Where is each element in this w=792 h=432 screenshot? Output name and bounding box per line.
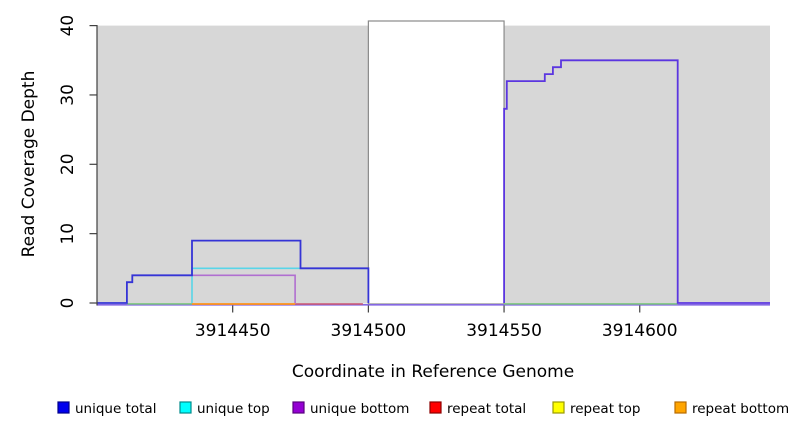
y-tick-label: 30	[58, 84, 78, 106]
legend-label: repeat bottom	[692, 401, 789, 417]
series-lines	[97, 59, 770, 306]
legend-swatch-unique-top	[179, 401, 192, 414]
y-ticks: 0 10 20 30 40	[58, 15, 97, 309]
legend: unique total unique top unique bottom repea…	[57, 401, 789, 417]
x-axis-title: Coordinate in Reference Genome	[292, 362, 574, 382]
unique-bottom-left-line	[192, 274, 296, 303]
unique-total-left-line	[97, 239, 370, 304]
legend-item-unique-top: unique top	[179, 401, 270, 417]
legend-label: unique bottom	[310, 401, 409, 417]
legend-swatch-repeat-total	[429, 401, 442, 414]
legend-label: unique top	[197, 401, 270, 417]
y-tick-label: 40	[58, 15, 78, 37]
legend-label: repeat top	[570, 401, 640, 417]
y-tick-label: 20	[58, 153, 78, 175]
y-tick-label: 0	[58, 298, 78, 309]
x-axis: 3914450 3914500 3914550 3914600 Coordinate …	[195, 305, 678, 382]
legend-swatch-unique-bottom	[292, 401, 305, 414]
highlight-region	[367, 20, 505, 305]
x-tick-label: 3914500	[331, 321, 407, 341]
legend-label: unique total	[75, 401, 156, 417]
x-tick-label: 3914450	[195, 321, 271, 341]
y-axis-title: Read Coverage Depth	[19, 71, 39, 258]
legend-item-unique-bottom: unique bottom	[292, 401, 409, 417]
legend-swatch-repeat-top	[552, 401, 565, 414]
x-tick-label: 3914600	[602, 321, 678, 341]
y-axis: 0 10 20 30 40 Read Coverage Depth	[19, 15, 98, 309]
x-tick-label: 3914550	[466, 321, 542, 341]
legend-item-repeat-top: repeat top	[552, 401, 640, 417]
legend-swatch-unique-total	[57, 401, 70, 414]
x-ticks: 3914450 3914500 3914550 3914600	[195, 305, 678, 341]
legend-item-repeat-total: repeat total	[429, 401, 526, 417]
legend-swatch-repeat-bottom	[674, 401, 687, 414]
legend-label: repeat total	[447, 401, 526, 417]
legend-item-unique-total: unique total	[57, 401, 156, 417]
unique-right-line	[503, 59, 770, 304]
y-tick-label: 10	[58, 223, 78, 245]
legend-item-repeat-bottom: repeat bottom	[674, 401, 789, 417]
